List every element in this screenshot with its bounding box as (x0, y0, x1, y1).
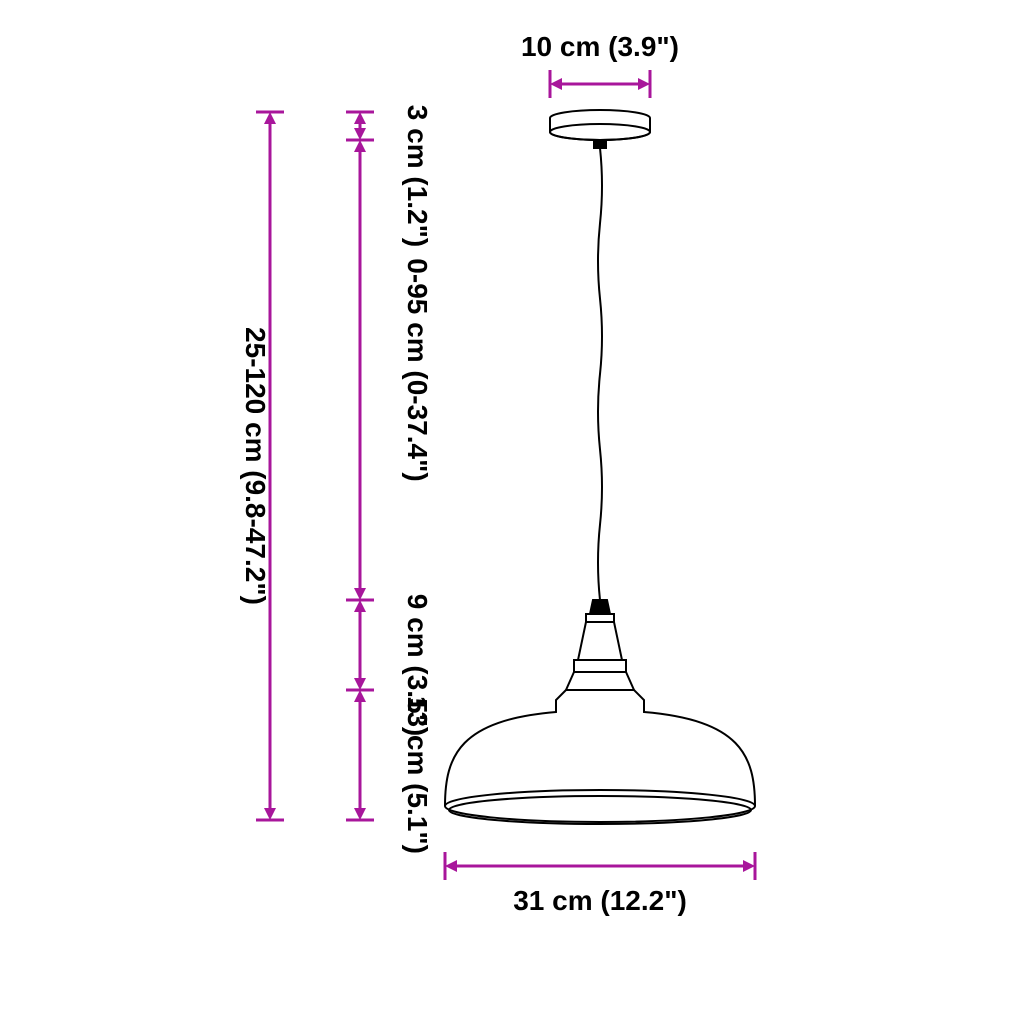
dim-canopy-width: 10 cm (3.9") (521, 31, 679, 62)
dim-total-height: 25-120 cm (9.8-47.2") (240, 327, 271, 605)
pendant-lamp-dimension-diagram: 25-120 cm (9.8-47.2") 3 cm (1.2") 0-95 cm … (0, 0, 1024, 1024)
dim-shade-width: 31 cm (12.2") (513, 885, 687, 916)
dim-shade-height: 13 cm (5.1") (402, 696, 433, 854)
pendant-lamp-drawing (445, 110, 755, 824)
dim-cord-height: 0-95 cm (0-37.4") (402, 258, 433, 481)
dim-canopy-height: 3 cm (1.2") (402, 105, 433, 247)
